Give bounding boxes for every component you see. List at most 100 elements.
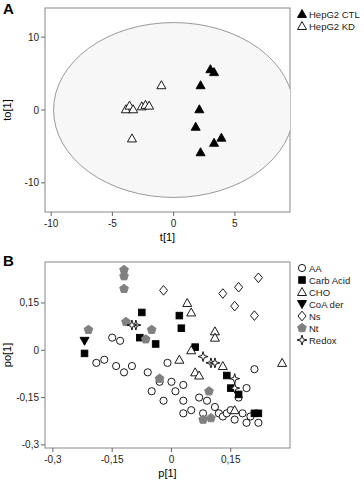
point [81,350,88,357]
series [160,273,263,320]
x-tick [112,212,113,216]
legend-marker [298,311,306,321]
point [187,308,196,316]
point [127,320,137,330]
point [207,413,216,421]
legend-marker [299,277,306,284]
y-tick-label: 10 [28,32,40,43]
series [93,334,262,426]
x-tick-label: -0,15 [101,454,124,465]
point [203,397,210,404]
point [116,337,123,344]
point [251,366,258,373]
series [191,65,226,156]
point [217,133,226,141]
legend-label: HepG2 CTL [309,9,360,20]
point [180,410,187,417]
point [129,105,138,113]
series [121,81,166,142]
point [210,333,219,341]
point [147,325,156,333]
y-tick-label: -0,15 [16,392,39,403]
point [210,138,219,146]
x-tick-label: 0 [171,218,177,229]
point [93,359,100,366]
point [183,298,192,306]
x-tick [234,212,235,216]
legend: HepG2 CTLHepG2 KD [298,9,360,32]
legend-marker [298,22,307,30]
point [198,352,208,362]
point [168,378,175,385]
x-tick-label: -0,3 [44,454,62,465]
point [128,362,135,369]
x-tick-label: -10 [44,218,59,229]
point [255,410,262,417]
point [199,415,208,423]
point [188,407,195,414]
legend-label: CoA der [309,299,343,310]
panel: A-10-505-10010t[1]to[1]HepG2 CTLHepG2 KD [1,0,360,243]
figure: A-10-505-10010t[1]to[1]HepG2 CTLHepG2 KD… [0,0,364,500]
point [148,388,155,395]
y-tick [41,350,45,351]
point [230,406,239,414]
point [255,419,262,426]
legend-marker [298,323,307,331]
point [180,397,187,404]
x-tick-label: 0 [169,454,175,465]
point [175,355,184,363]
point [120,272,129,280]
plot-frame [45,262,290,448]
point [160,286,168,296]
point [223,372,230,379]
legend-label: Carb Acid [309,275,350,286]
x-tick [171,448,172,452]
legend: AACarb AcidCHOCoA derNsNtRedox [297,263,350,346]
y-tick [41,444,45,445]
panel-label: A [3,0,14,17]
point [235,391,242,398]
x-axis-label: p[1] [158,467,176,479]
legend-label: CHO [309,287,330,298]
panel-label: B [3,252,14,269]
point [230,374,240,384]
point [210,68,219,76]
legend-marker [298,10,307,18]
point [127,134,136,142]
legend-marker [298,301,307,309]
point [219,289,227,299]
point [278,358,287,366]
y-tick [41,182,45,183]
point [239,410,246,417]
y-axis-label: po[1] [1,343,13,367]
y-tick-label: -0,3 [22,439,40,450]
legend-label: AA [309,263,322,274]
x-tick [173,212,174,216]
x-tick [51,212,52,216]
legend-marker [297,335,307,345]
point [101,356,108,363]
point [180,381,187,388]
point [152,341,159,348]
y-tick-label: -10 [25,177,40,188]
point [191,122,200,130]
point [187,346,196,354]
plot-area [80,265,287,426]
legend-marker [298,264,305,271]
series [84,265,215,423]
point [84,325,93,333]
point [250,311,258,321]
x-tick [52,448,53,452]
point [164,359,171,366]
point [120,284,129,292]
point [80,337,89,345]
confidence-ellipse [54,23,290,198]
point [141,335,150,343]
legend-label: Nt [309,323,319,334]
point [205,387,214,395]
y-tick [41,110,45,111]
point [195,371,204,379]
point [243,385,250,392]
series [175,298,287,413]
